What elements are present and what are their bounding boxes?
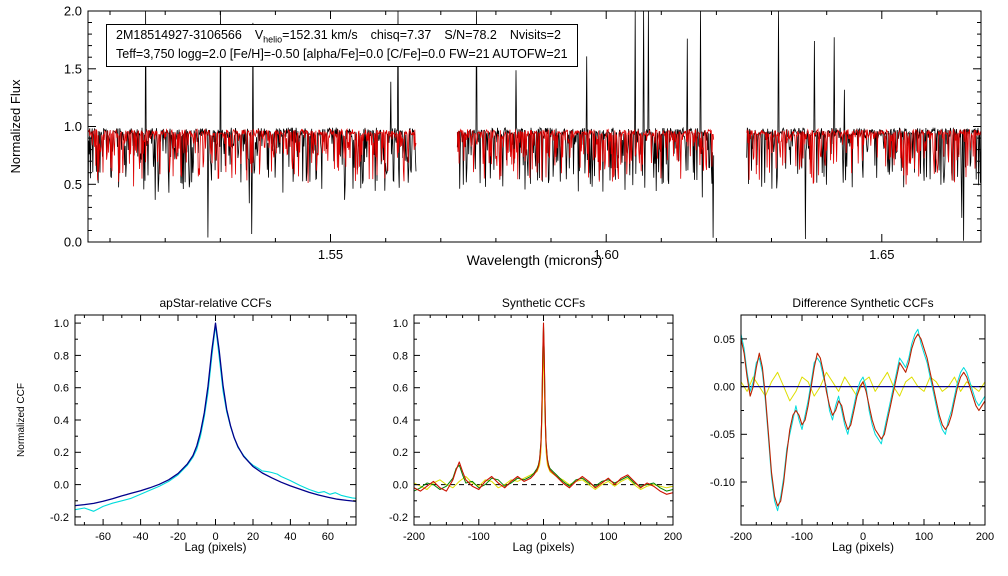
y-tick-label: 0.4: [393, 415, 408, 427]
tick-labels-2: -200 -100 0 100 200 -0.2 0.0 0.2 0.4 0.6 0.8 1.0: [389, 318, 682, 543]
x-tick-label: 1.60: [594, 247, 619, 262]
x-tick-label: 20: [247, 531, 259, 543]
x-tick-label: 40: [284, 531, 296, 543]
spectrum-info-box: 2M18514927-3106566 Vhelio=152.31 km/s chis…: [106, 24, 578, 67]
panel-3: -200 -100 0 100 200 0.05 0.00 -0.05 -0.10 Lag (pi…: [710, 296, 994, 554]
y-tick-label: 0.5: [64, 177, 82, 192]
x-tick-label: 100: [915, 531, 933, 543]
x-tick-label: 0: [540, 531, 546, 543]
diff-ccf-red: [741, 333, 985, 507]
x-tick-label: 60: [322, 531, 334, 543]
x-tick-label: 100: [599, 531, 617, 543]
chisq-value: chisq=7.37: [370, 28, 432, 42]
y-tick-label: 0.6: [54, 383, 69, 395]
x-tick-label: -100: [791, 531, 813, 543]
panel-2: -200 -100 0 100 200 -0.2 0.0 0.2 0.4 0.6 0.8 1.0 Lag…: [389, 296, 682, 554]
x-tick-label: -20: [170, 531, 186, 543]
ticks-3: [740, 314, 986, 525]
y-tick-label: 1.0: [64, 119, 82, 134]
y-tick-label: -0.2: [389, 512, 408, 524]
x-tick-label: -200: [730, 531, 752, 543]
y-tick-label: 0.00: [714, 381, 735, 393]
y-tick-label: -0.05: [710, 429, 735, 441]
x-tick-label: -100: [468, 531, 490, 543]
panel-title-2: Synthetic CCFs: [502, 296, 585, 310]
visit-ccf-cyan: [75, 324, 356, 512]
x-tick-label: -60: [95, 531, 111, 543]
y-tick-label: -0.10: [710, 477, 735, 489]
y-tick-label: 0.8: [54, 350, 69, 362]
tick-labels-0: 1.55 1.60 1.65 0.0 0.5 1.0 1.5 2.0: [64, 4, 895, 262]
panel-1: -60 -40 -20 0 20 40 60 -0.2 0.0 0.2 0.4 0.6 0.8 1.0 La…: [16, 296, 357, 554]
x-tick-label: 0: [212, 531, 218, 543]
x-tick-label: 1.55: [318, 247, 343, 262]
y-tick-label: 1.5: [64, 61, 82, 76]
y-tick-label: 0.6: [393, 383, 408, 395]
series-group-3: [741, 328, 985, 512]
y-tick-label: 0.0: [64, 235, 82, 250]
y-tick-label: 0.2: [54, 447, 69, 459]
y-tick-label: 0.05: [714, 334, 735, 346]
model-spectrum-line: [88, 127, 981, 187]
synth-ccf-red: [414, 322, 673, 495]
y-tick-label: 1.0: [54, 318, 69, 330]
x-tick-label: 0: [860, 531, 866, 543]
series-group-2: [414, 322, 673, 495]
synth-ccf-yellow: [414, 338, 673, 490]
x-axis-label-0: Wavelength (microns): [467, 252, 603, 268]
x-tick-label: 1.65: [869, 247, 894, 262]
x-tick-label: 200: [664, 531, 682, 543]
star-id: 2M18514927-3106566: [116, 28, 242, 42]
x-tick-label: -40: [133, 531, 149, 543]
vhelio-label: Vhelio=152.31 km/s: [254, 28, 358, 45]
y-tick-label: -0.2: [50, 512, 69, 524]
y-axis-label-0: Normalized Flux: [8, 79, 23, 173]
y-axis-label-1: Normalized CCF: [16, 383, 27, 457]
panel-0: 1.55 1.60 1.65 0.0 0.5 1.0 1.5 2.0 Wavelength (m…: [8, 4, 982, 268]
x-tick-label: 200: [976, 531, 994, 543]
ticks-2: [413, 315, 674, 525]
y-tick-label: 1.0: [393, 318, 408, 330]
y-tick-label: 0.0: [54, 479, 69, 491]
series-group-0: [88, 11, 981, 241]
panel-title-1: apStar-relative CCFs: [159, 296, 271, 310]
x-axis-label-1: Lag (pixels): [184, 540, 246, 554]
tick-labels-3: -200 -100 0 100 200 0.05 0.00 -0.05 -0.10: [710, 334, 994, 543]
x-axis-label-3: Lag (pixels): [832, 540, 894, 554]
ticks-1: [75, 315, 356, 525]
x-axis-label-2: Lag (pixels): [512, 540, 574, 554]
nvisits-value: Nvisits=2: [509, 28, 561, 42]
sn-value: S/N=78.2: [444, 28, 497, 42]
ticks-0: [88, 10, 981, 243]
info-line-1: 2M18514927-3106566 Vhelio=152.31 km/s chis…: [116, 27, 568, 46]
diff-ccf-cyan: [741, 328, 985, 512]
panel-title-3: Difference Synthetic CCFs: [792, 296, 933, 310]
info-line-2: Teff=3,750 logg=2.0 [Fe/H]=-0.50 [alpha/…: [116, 47, 568, 62]
series-group-1: [75, 322, 356, 512]
y-tick-label: 0.2: [393, 447, 408, 459]
y-tick-label: 0.4: [54, 415, 69, 427]
y-tick-label: 2.0: [64, 4, 82, 19]
combined-ccf-navy: [75, 322, 356, 507]
tick-labels-1: -60 -40 -20 0 20 40 60 -0.2 0.0 0.2 0.4 0.6 0.8 1.0: [50, 318, 334, 543]
y-tick-label: 0.8: [393, 350, 408, 362]
y-tick-label: 0.0: [393, 479, 408, 491]
x-tick-label: -200: [403, 531, 425, 543]
